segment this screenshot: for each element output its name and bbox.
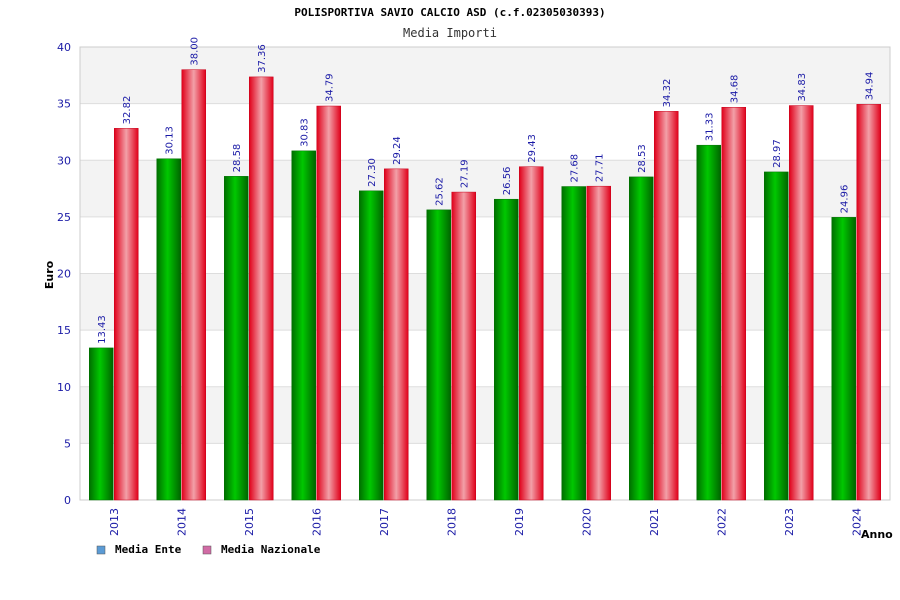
data-label: 27.68 <box>570 154 581 183</box>
data-label: 29.24 <box>392 136 403 165</box>
grid-band <box>80 273 890 331</box>
grid-band <box>80 103 890 161</box>
bar-media-nazionale <box>384 168 409 501</box>
bar-media-ente <box>426 209 451 501</box>
x-tick-label: 2021 <box>648 508 661 536</box>
legend-swatch-ente <box>96 545 106 555</box>
data-label: 27.30 <box>367 158 378 187</box>
x-tick-label: 2015 <box>243 508 256 536</box>
data-label: 28.97 <box>772 139 783 168</box>
bar-media-ente <box>831 217 856 501</box>
legend-label-ente: Media Ente <box>115 543 182 556</box>
bar-media-ente <box>494 198 519 501</box>
bar-media-nazionale <box>654 111 679 501</box>
x-tick-label: 2013 <box>108 508 121 536</box>
y-tick-label: 15 <box>57 324 71 337</box>
bar-media-ente <box>156 158 181 501</box>
legend: Media Ente Media Nazionale <box>96 543 321 556</box>
data-label: 27.71 <box>595 154 606 183</box>
y-tick-label: 35 <box>57 98 71 111</box>
x-tick-label: 2024 <box>850 508 863 536</box>
bar-media-nazionale <box>181 69 206 501</box>
grid-band <box>80 443 890 500</box>
grid-band <box>80 160 890 217</box>
bar-media-ente <box>561 186 586 501</box>
y-tick-label: 25 <box>57 211 71 224</box>
grid-band <box>80 216 890 274</box>
bar-media-nazionale <box>856 104 881 501</box>
data-label: 34.79 <box>325 73 336 102</box>
data-label: 28.53 <box>637 144 648 173</box>
bar-media-nazionale <box>249 76 274 501</box>
data-label: 34.68 <box>730 75 741 104</box>
x-tick-label: 2023 <box>783 508 796 536</box>
grid-band <box>80 330 890 387</box>
bar-media-ente <box>764 171 789 501</box>
bar-media-ente <box>629 176 654 501</box>
x-tick-label: 2019 <box>513 508 526 536</box>
bar-media-ente <box>359 190 384 501</box>
data-label: 30.83 <box>300 118 311 147</box>
x-tick-label: 2018 <box>445 508 458 536</box>
legend-label-nazionale: Media Nazionale <box>221 543 321 556</box>
data-label: 32.82 <box>122 96 133 125</box>
data-label: 34.94 <box>865 72 876 101</box>
y-tick-label: 0 <box>64 494 71 507</box>
chart-title: POLISPORTIVA SAVIO CALCIO ASD (c.f.02305… <box>294 6 605 19</box>
bar-media-ente <box>224 176 249 501</box>
bar-media-ente <box>291 150 316 501</box>
x-tick-label: 2020 <box>580 508 593 536</box>
grid-band <box>80 386 890 444</box>
data-label: 37.36 <box>257 44 268 73</box>
data-label: 13.43 <box>97 315 108 344</box>
x-tick-label: 2022 <box>715 508 728 536</box>
x-axis-label: Anno <box>861 528 893 541</box>
data-label: 34.32 <box>662 79 673 108</box>
data-label: 26.56 <box>502 167 513 196</box>
y-tick-label: 40 <box>57 41 71 54</box>
y-axis-label: Euro <box>43 260 56 289</box>
x-tick-label: 2014 <box>175 508 188 536</box>
plot-frame <box>79 46 891 501</box>
bar-media-nazionale <box>586 185 611 501</box>
data-label: 34.83 <box>797 73 808 102</box>
chart-subtitle: Media Importi <box>403 26 497 40</box>
data-label: 30.13 <box>165 126 176 155</box>
y-tick-label: 20 <box>57 268 71 281</box>
data-label: 24.96 <box>840 185 851 214</box>
y-tick-label: 5 <box>64 437 71 450</box>
data-label: 28.58 <box>232 144 243 173</box>
y-tick-label: 10 <box>57 381 71 394</box>
legend-swatch-nazionale <box>202 545 212 555</box>
data-label: 25.62 <box>435 177 446 206</box>
data-label: 29.43 <box>527 134 538 163</box>
x-tick-label: 2017 <box>378 508 391 536</box>
data-label: 38.00 <box>190 37 201 66</box>
grid-band <box>80 47 890 104</box>
bar-media-ente <box>696 144 721 501</box>
bar-media-ente <box>89 347 114 501</box>
y-tick-label: 30 <box>57 154 71 167</box>
bar-media-nazionale <box>519 166 544 501</box>
data-label: 31.33 <box>705 113 716 142</box>
bar-media-nazionale <box>114 128 139 501</box>
bar-media-nazionale <box>721 106 746 501</box>
bar-media-nazionale <box>316 105 341 501</box>
x-tick-label: 2016 <box>310 508 323 536</box>
bar-media-nazionale <box>789 105 814 501</box>
bar-media-nazionale <box>451 191 476 501</box>
data-label: 27.19 <box>460 159 471 188</box>
plot-area: 0 5 10 15 20 25 30 35 40 13.43 32.82 2013 30.13 38.00… <box>57 37 891 536</box>
